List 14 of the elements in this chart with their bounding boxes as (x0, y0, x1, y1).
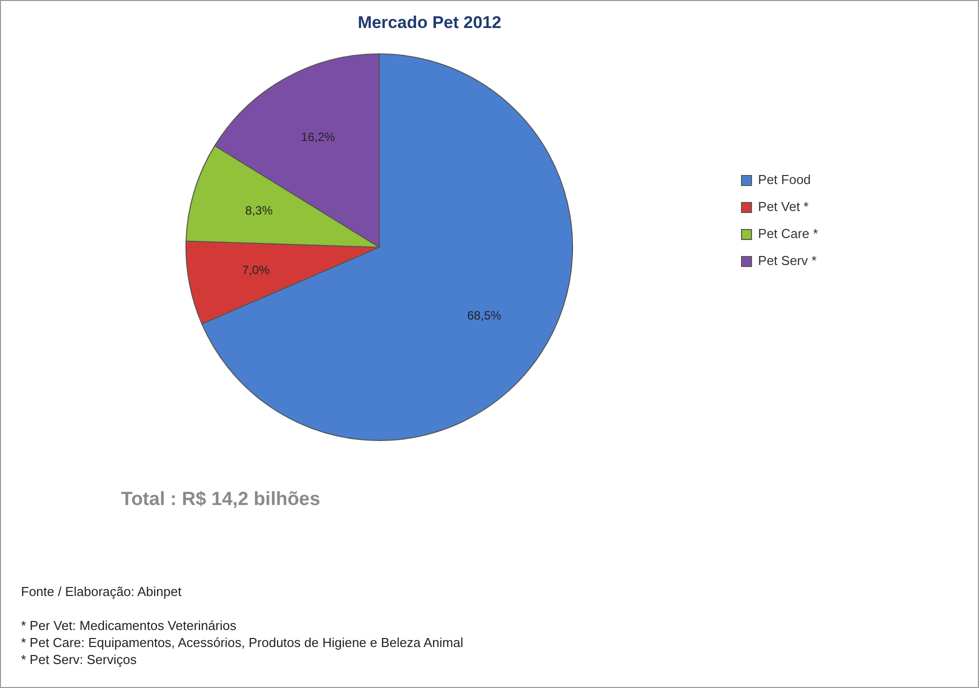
text: * Pet Serv: Serviços (21, 651, 138, 668)
legend-label: Pet Vet * (758, 199, 809, 214)
source-note: Fonte / Elaboração: Abinpet (21, 583, 182, 600)
data-label: 7,0% (242, 263, 270, 278)
legend-label: Pet Serv * (758, 253, 817, 268)
text: * Per Vet: Medicamentos Veterinários (21, 617, 238, 634)
data-label: 16,2% (301, 130, 336, 144)
legend-label: Pet Food (758, 172, 811, 188)
data-label: 8,3% (245, 203, 273, 218)
legend-label: Pet Care * (758, 226, 818, 242)
text: * Pet Care: Equipamentos, Acessórios, Produtos de Higiene e Beleza Animal (21, 634, 464, 651)
data-label: 68,5% (467, 308, 502, 322)
text: Total : R$ 14,2 bilhões (121, 489, 320, 511)
chart-title: Mercado Pet 2012 (358, 12, 502, 32)
